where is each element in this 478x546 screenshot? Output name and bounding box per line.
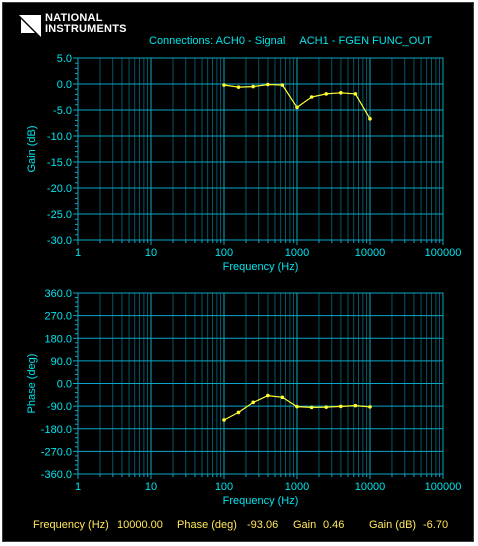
gain-data-point <box>295 105 299 110</box>
gain-data-point <box>251 84 255 89</box>
phase-y-tick-label: 270.0 <box>44 311 72 323</box>
gain-y-tick-label: 5.0 <box>57 53 72 65</box>
phase-data-point <box>222 418 226 422</box>
phase-x-tick-label: 1000 <box>285 481 309 493</box>
gain-data-point <box>353 92 358 96</box>
gain-x-tick-label: 100 <box>215 247 233 259</box>
bode-window: NATIONAL INSTRUMENTS Connections: ACH0 -… <box>2 2 474 542</box>
readout-frequency-label: Frequency (Hz) <box>33 519 109 531</box>
readout-gain-value: 0.46 <box>323 519 345 531</box>
gain-data-point <box>265 82 270 87</box>
phase-data-point <box>280 395 285 400</box>
gain-data-point <box>324 92 329 96</box>
phase-x-tick-label: 1 <box>75 481 81 493</box>
phase-data-point <box>338 404 343 409</box>
connections-ch1: ACH1 - FGEN FUNC_OUT <box>299 35 432 47</box>
gain-data-point <box>280 83 285 87</box>
phase-y-tick-label: -90.0 <box>47 401 72 413</box>
phase-y-tick-label: 180.0 <box>44 333 72 345</box>
phase-x-axis-label: Frequency (Hz) <box>223 495 299 507</box>
gain-data-point <box>338 91 343 95</box>
readout-gain-label: Gain <box>293 519 317 531</box>
phase-data-point <box>324 405 329 409</box>
gain-plot: 5.0 0.0 -5.0 -10.0 -15.0 -20.0 -25.0 -30.01 10 10… <box>26 53 461 273</box>
gain-x-tick-label: 10000 <box>355 247 386 259</box>
phase-y-tick-label: -360.0 <box>41 469 72 481</box>
phase-x-tick-label: 10000 <box>355 481 386 493</box>
cursor-readout: Frequency (Hz) 10000.00 Phase (deg) -93.… <box>3 519 475 537</box>
gain-data-point <box>222 83 226 87</box>
phase-data-point <box>295 404 299 409</box>
gain-data-point <box>309 95 314 99</box>
phase-y-axis-label: Phase (deg) <box>26 354 38 414</box>
brand-line-1: NATIONAL <box>45 12 103 24</box>
connections-ch0: Connections: ACH0 - Signal <box>149 35 286 47</box>
readout-phase-label: Phase (deg) <box>177 519 237 531</box>
ni-logo: NATIONAL INSTRUMENTS <box>17 13 137 43</box>
phase-y-tick-label: -270.0 <box>41 446 72 458</box>
phase-data-point <box>353 403 358 408</box>
gain-x-tick-label: 1000 <box>285 247 309 259</box>
gain-y-tick-label: 0.0 <box>57 79 72 91</box>
phase-data-point <box>309 405 314 410</box>
gain-x-tick-label: 10 <box>145 247 157 259</box>
phase-data-point <box>368 405 372 409</box>
gain-y-tick-label: -30.0 <box>47 235 72 247</box>
gain-x-tick-label: 100000 <box>425 247 462 259</box>
brand-wordmark: NATIONAL INSTRUMENTS <box>45 13 127 35</box>
gain-data-point <box>236 85 241 89</box>
phase-x-tick-label: 100000 <box>425 481 462 493</box>
bode-plots: 5.00.0-5.0-10.0-15.0-20.0-25.0-30.01 10 10… <box>26 53 461 507</box>
gain-y-tick-label: -5.0 <box>53 105 72 117</box>
gain-y-tick-label: -15.0 <box>47 157 72 169</box>
phase-data-point <box>265 393 270 398</box>
phase-x-tick-label: 100 <box>215 481 233 493</box>
readout-gaindb-label: Gain (dB) <box>369 519 417 531</box>
brand-line-2: INSTRUMENTS <box>45 23 127 35</box>
readout-phase-value: -93.06 <box>247 519 279 531</box>
phase-data-point <box>251 400 255 405</box>
connections-label: Connections: ACH0 - Signal ACH1 - FGEN FU… <box>149 35 432 47</box>
phase-y-tick-label: 360.0 <box>44 288 72 300</box>
phase-y-tick-label: -180.0 <box>41 424 72 436</box>
phase-plot: 360.0 270.0 180.0 90.0 0.0 -90.0 -180.0 -270.0 -… <box>26 288 461 507</box>
eagle-logo-icon <box>19 15 41 37</box>
phase-x-tick-label: 10 <box>145 481 157 493</box>
gain-y-axis-label: Gain (dB) <box>26 125 38 172</box>
gain-y-tick-label: -10.0 <box>47 131 72 143</box>
readout-gaindb-value: -6.70 <box>423 519 449 531</box>
gain-x-tick-label: 1 <box>75 247 81 259</box>
phase-data-point <box>236 410 241 415</box>
phase-y-tick-label: 90.0 <box>51 356 72 368</box>
readout-frequency-value: 10000.00 <box>117 519 163 531</box>
gain-data-point <box>368 117 372 121</box>
gain-x-axis-label: Frequency (Hz) <box>223 261 299 273</box>
gain-y-tick-label: -20.0 <box>47 183 72 195</box>
gain-y-tick-label: -25.0 <box>47 209 72 221</box>
phase-y-tick-label: 0.0 <box>57 379 72 391</box>
